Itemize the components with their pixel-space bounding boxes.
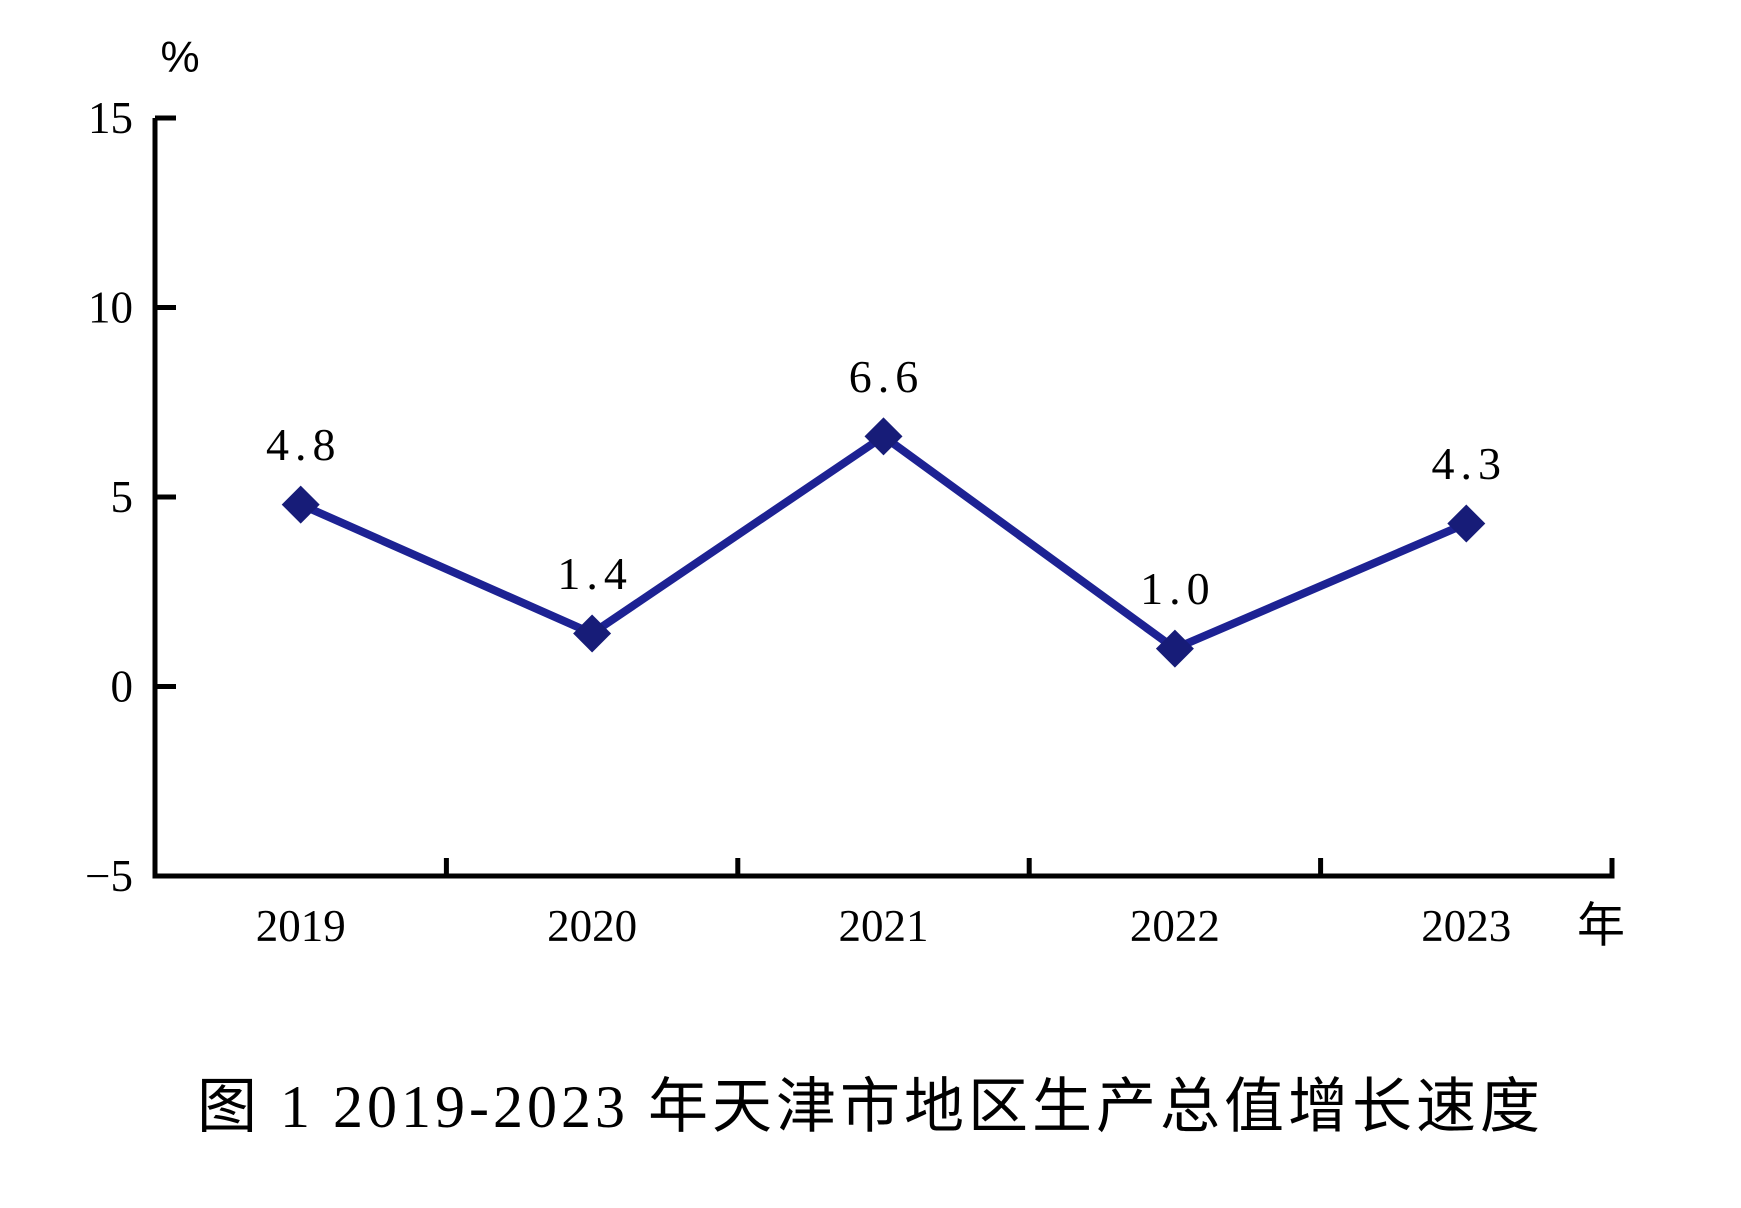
y-tick-label: −5 [85,851,133,901]
y-tick-label: 10 [88,283,133,333]
x-axis-unit-label: 年 [1577,900,1625,953]
data-point-marker [573,614,612,653]
data-point-marker [1155,629,1194,668]
x-tick-label: 2019 [256,901,346,951]
data-label: 6.6 [849,351,925,402]
data-label: 1.4 [557,548,633,599]
series-line [299,431,1468,654]
data-point-marker [281,485,320,524]
data-point-marker [1447,504,1486,543]
y-tick-label: 15 [88,93,133,143]
x-tick-label: 2021 [839,901,929,951]
y-tick-label: 5 [111,472,134,522]
data-point-marker [864,417,903,456]
figure-caption: 图 1 2019-2023 年天津市地区生产总值增长速度 [197,1074,1544,1140]
x-tick-label: 2023 [1421,901,1511,951]
data-label: 4.8 [266,419,342,470]
x-tick-label: 2020 [547,901,637,951]
x-tick-label: 2022 [1130,901,1220,951]
y-axis-unit-label: % [160,33,199,82]
data-label: 1.0 [1140,563,1216,614]
data-label: 4.3 [1432,438,1508,489]
y-tick-label: 0 [111,662,134,712]
